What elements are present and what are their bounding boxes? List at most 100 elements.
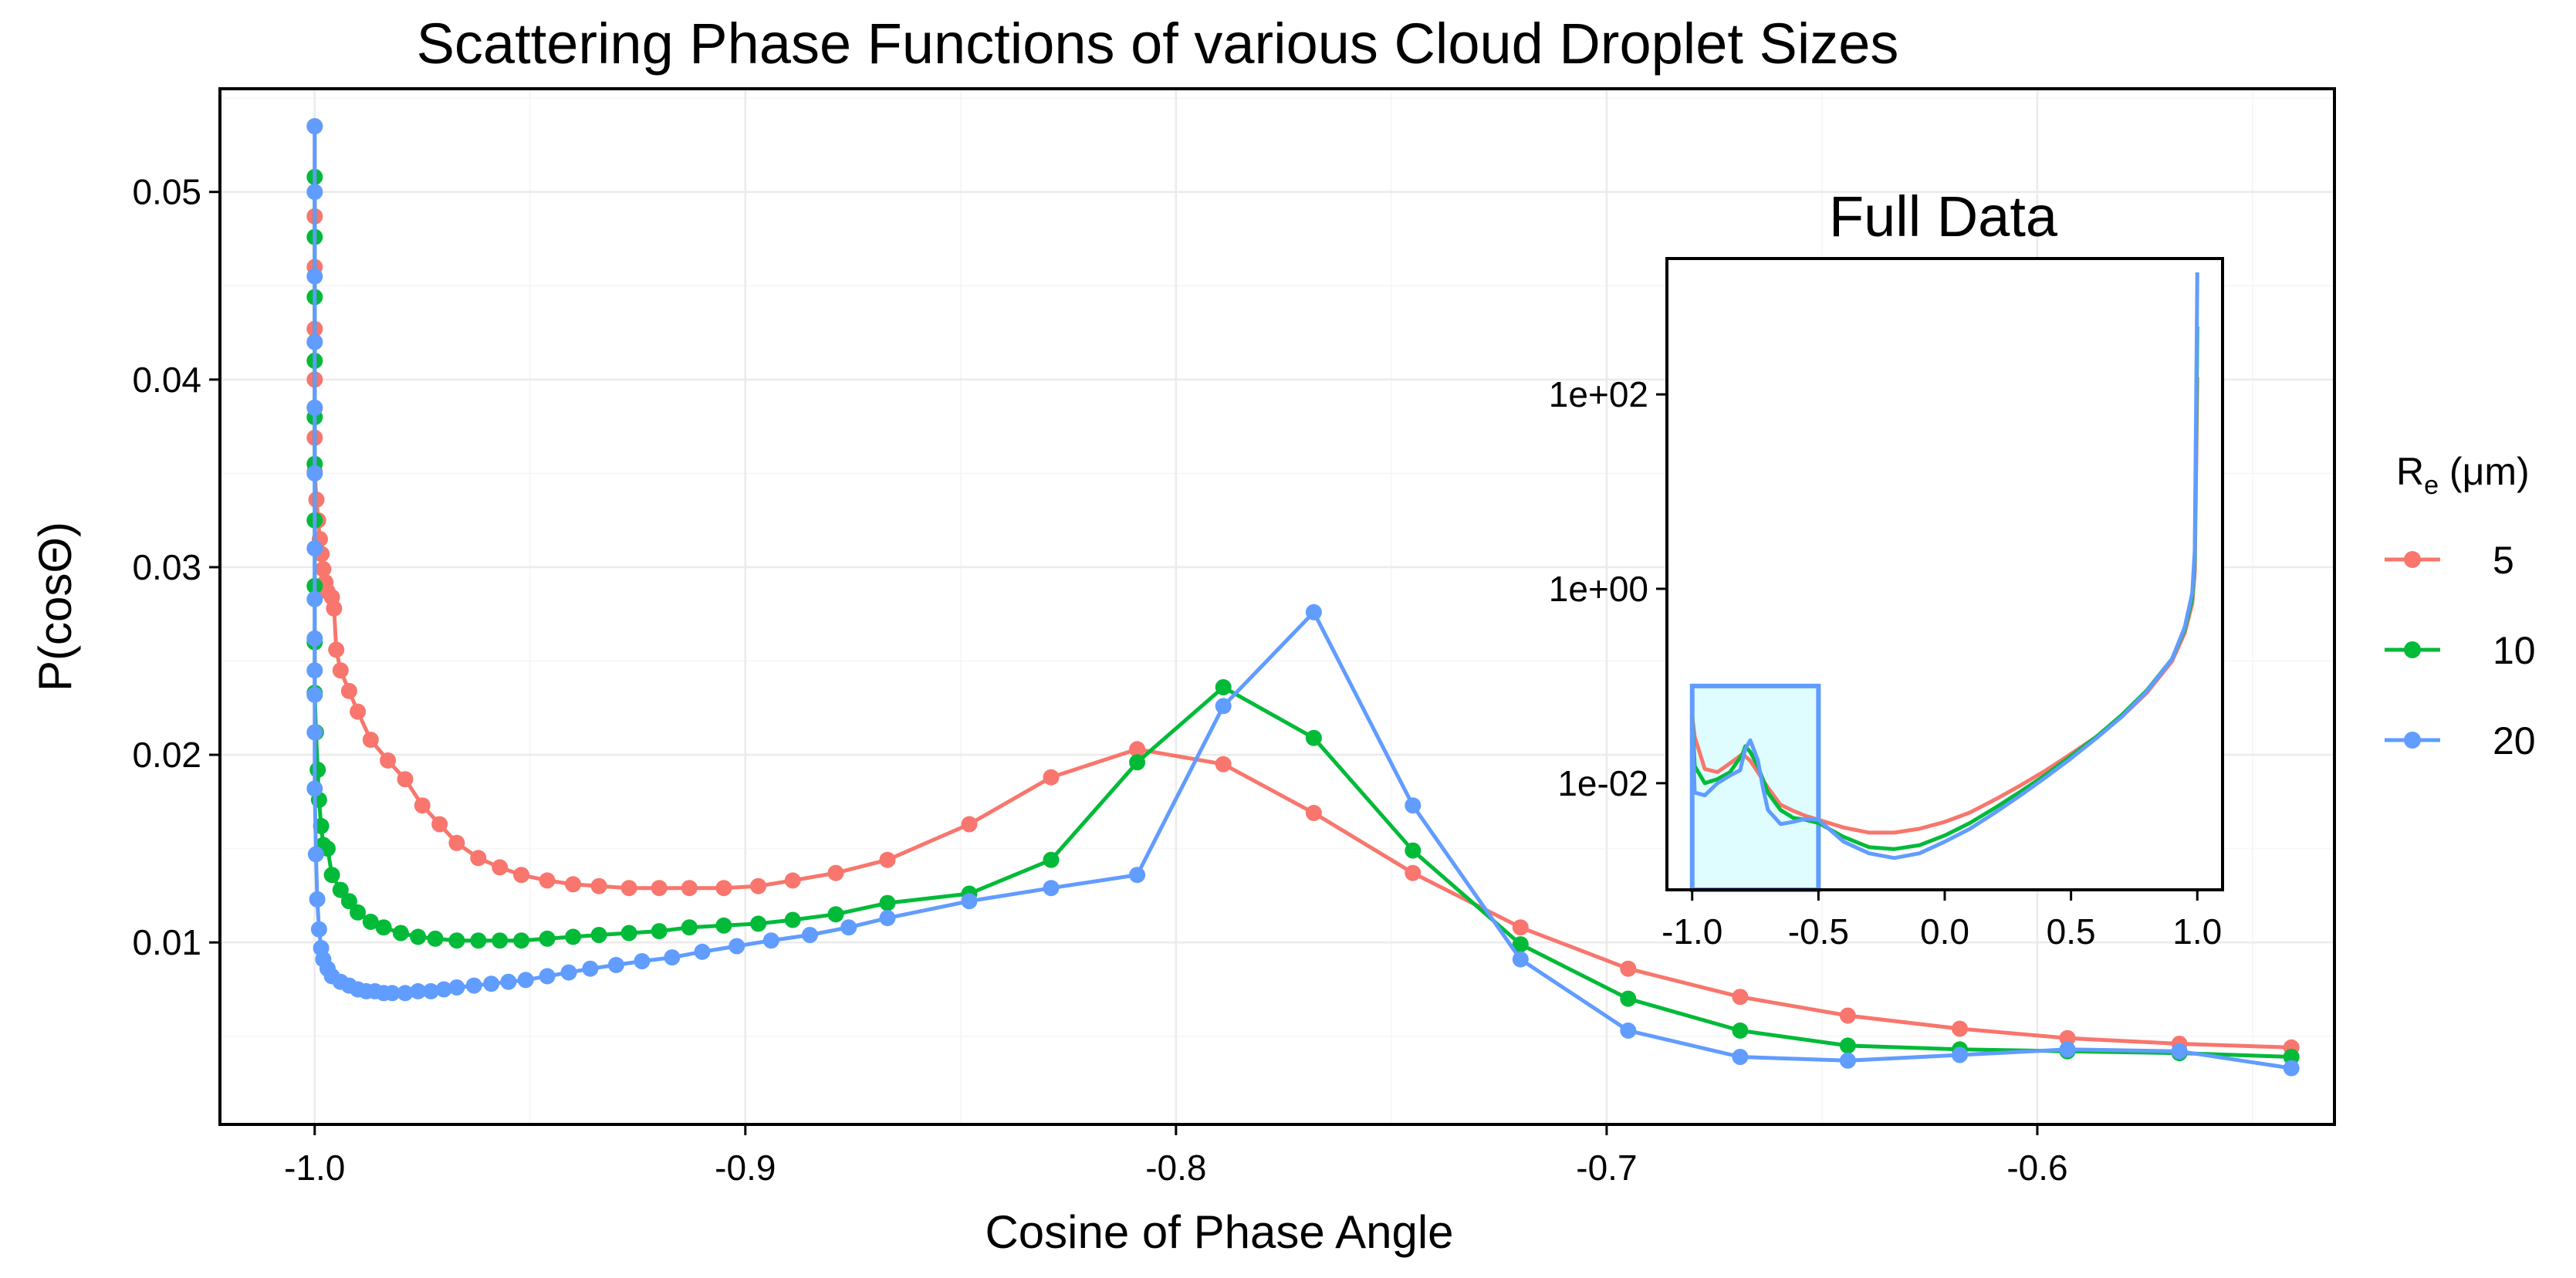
main-data-point-20 bbox=[306, 184, 323, 201]
legend-label-10: 10 bbox=[2493, 629, 2536, 672]
main-data-point-5 bbox=[1512, 919, 1529, 936]
main-data-point-20 bbox=[306, 118, 323, 135]
main-data-point-20 bbox=[307, 846, 324, 863]
main-data-point-5 bbox=[492, 859, 509, 876]
main-data-point-5 bbox=[1405, 864, 1422, 881]
main-data-point-20 bbox=[694, 943, 711, 960]
legend-items: 5 10 20 bbox=[2385, 539, 2536, 762]
inset-x-axis: -1.0 -0.5 0.0 0.5 1.0 bbox=[1662, 890, 2222, 952]
main-data-point-10 bbox=[1043, 851, 1060, 868]
main-data-point-20 bbox=[435, 981, 452, 998]
main-data-point-10 bbox=[750, 915, 767, 932]
legend-label-20: 20 bbox=[2493, 719, 2536, 762]
main-data-point-5 bbox=[332, 662, 349, 679]
main-data-point-5 bbox=[879, 851, 896, 868]
main-data-point-10 bbox=[784, 911, 801, 928]
main-data-point-10 bbox=[539, 930, 556, 947]
main-data-point-10 bbox=[375, 919, 392, 936]
legend-key-point-5 bbox=[2404, 551, 2421, 568]
main-data-point-5 bbox=[1129, 741, 1146, 758]
main-data-point-20 bbox=[309, 891, 326, 908]
x-axis-title: Cosine of Phase Angle bbox=[985, 1206, 1453, 1258]
main-data-point-10 bbox=[427, 930, 444, 947]
main-data-point-10 bbox=[323, 867, 340, 884]
main-data-point-20 bbox=[397, 985, 414, 1002]
main-data-point-5 bbox=[620, 880, 637, 897]
main-data-point-10 bbox=[681, 919, 698, 936]
main-data-point-10 bbox=[565, 928, 582, 945]
main-data-point-20 bbox=[729, 938, 745, 955]
main-data-point-5 bbox=[1952, 1020, 1968, 1037]
main-y-tick-label: 0.01 bbox=[132, 922, 201, 962]
y-axis-title: P(cosΘ) bbox=[29, 522, 81, 691]
main-data-point-10 bbox=[590, 927, 607, 943]
inset-y-tick-label: 1e-02 bbox=[1557, 763, 1648, 803]
main-data-point-10 bbox=[350, 904, 367, 921]
main-data-point-10 bbox=[410, 928, 427, 945]
main-series-layer bbox=[306, 118, 2300, 1077]
main-data-point-5 bbox=[1305, 804, 1322, 821]
main-data-point-20 bbox=[879, 910, 896, 927]
main-data-point-5 bbox=[513, 867, 530, 884]
main-data-point-5 bbox=[1043, 769, 1060, 786]
main-data-point-20 bbox=[539, 968, 556, 985]
inset-y-axis: 1e-02 1e+00 1e+02 bbox=[1549, 374, 1667, 803]
main-data-point-10 bbox=[827, 906, 844, 923]
inset-plot-panel: -1.0 -0.5 0.0 0.5 1.0 1e-02 1e+00 1e+02 bbox=[1549, 257, 2224, 952]
main-data-point-10 bbox=[448, 932, 465, 949]
legend-item-20: 20 bbox=[2385, 719, 2536, 762]
main-data-point-20 bbox=[607, 956, 624, 973]
main-data-point-20 bbox=[306, 724, 323, 741]
main-data-point-5 bbox=[2059, 1030, 2076, 1046]
main-data-point-10 bbox=[1512, 936, 1529, 953]
main-data-point-5 bbox=[315, 560, 332, 577]
main-data-point-20 bbox=[483, 975, 500, 992]
main-data-point-10 bbox=[2283, 1049, 2300, 1065]
main-data-point-5 bbox=[827, 864, 844, 881]
main-data-point-20 bbox=[306, 399, 323, 416]
inset-y-tick-label: 1e+02 bbox=[1549, 374, 1648, 414]
main-x-tick-label: -0.8 bbox=[1145, 1148, 1206, 1188]
main-data-point-20 bbox=[802, 927, 818, 943]
inset-x-tick-label: 0.5 bbox=[2047, 911, 2096, 952]
main-x-tick-label: -1.0 bbox=[284, 1148, 345, 1188]
main-data-point-10 bbox=[362, 913, 379, 930]
main-data-point-20 bbox=[310, 921, 327, 938]
main-data-point-20 bbox=[1405, 797, 1422, 814]
main-data-point-10 bbox=[332, 881, 349, 898]
main-x-axis: -1.0 -0.9 -0.8 -0.7 -0.6 bbox=[284, 1124, 2068, 1188]
main-y-axis: 0.01 0.02 0.03 0.04 0.05 bbox=[132, 172, 220, 962]
main-data-point-20 bbox=[2059, 1041, 2076, 1058]
main-data-point-5 bbox=[715, 880, 732, 897]
main-data-point-10 bbox=[1405, 842, 1422, 859]
main-data-point-10 bbox=[1620, 990, 1637, 1007]
main-data-point-5 bbox=[1732, 989, 1749, 1006]
main-data-point-10 bbox=[1129, 754, 1146, 771]
main-data-point-20 bbox=[1305, 604, 1322, 620]
main-data-point-20 bbox=[306, 630, 323, 647]
main-data-point-10 bbox=[309, 762, 326, 778]
main-plot-border bbox=[218, 87, 2336, 1126]
inset-x-tick-label: -1.0 bbox=[1662, 911, 1722, 952]
main-data-point-5 bbox=[539, 872, 556, 889]
main-data-point-20 bbox=[2283, 1060, 2300, 1077]
main-data-point-5 bbox=[1620, 960, 1637, 977]
main-data-point-10 bbox=[513, 932, 530, 949]
main-data-point-10 bbox=[715, 917, 732, 934]
legend-title: Re (μm) bbox=[2396, 450, 2530, 500]
main-data-point-20 bbox=[410, 982, 427, 999]
main-data-point-20 bbox=[840, 919, 857, 936]
main-data-point-20 bbox=[762, 932, 779, 949]
legend-item-10: 10 bbox=[2385, 629, 2536, 672]
main-data-point-20 bbox=[306, 780, 323, 797]
legend-key-point-10 bbox=[2404, 641, 2421, 658]
main-data-point-20 bbox=[306, 686, 323, 703]
main-data-point-5 bbox=[397, 771, 414, 788]
inset-series-layer bbox=[1690, 272, 2199, 860]
main-data-point-20 bbox=[1043, 880, 1060, 897]
main-data-point-5 bbox=[1215, 756, 1232, 773]
legend-title-main: R bbox=[2396, 450, 2424, 493]
main-y-tick-label: 0.04 bbox=[132, 360, 201, 400]
main-data-point-20 bbox=[500, 973, 517, 990]
